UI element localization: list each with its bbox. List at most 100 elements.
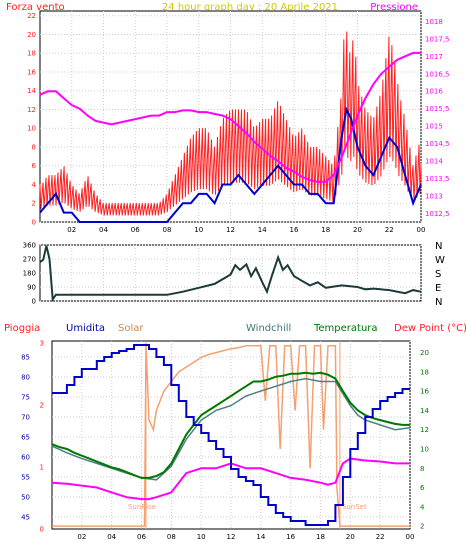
y-right-tick-label: 1016,5 — [425, 70, 450, 78]
x-tick-label: 18 — [321, 226, 330, 234]
pressure-axis-label: Pressione — [370, 2, 418, 13]
x-tick-label: 04 — [99, 226, 108, 234]
panel-wind-pressure: Forza vento 24 hour graph day : 20 April… — [6, 2, 450, 234]
marker-label-sunrise: SunRise — [128, 503, 156, 511]
y-left-tick-label: 360 — [23, 242, 36, 250]
y-humidity-tick-label: 45 — [21, 514, 30, 522]
series-1 — [39, 31, 422, 223]
y-right-tick-label: 14 — [420, 407, 429, 415]
y-humidity-tick-label: 80 — [21, 374, 30, 382]
y-humidity-tick-label: 85 — [21, 354, 30, 362]
x-tick-label: 00 — [406, 533, 415, 541]
x-tick-label: 20 — [346, 533, 355, 541]
series-line-pressione — [39, 51, 421, 183]
legend-umidita: Umidita — [66, 323, 105, 334]
y-rain-tick-label: 3 — [40, 340, 44, 348]
y-rain-tick-label: 2 — [40, 402, 44, 410]
x-tick-label: 08 — [163, 226, 172, 234]
y-right-tick-label: W — [435, 255, 445, 266]
y-left-tick-label: 18 — [27, 50, 36, 58]
y-left-tick-label: 270 — [23, 256, 36, 264]
y-left-tick-label: 4 — [32, 181, 37, 189]
x-tick-label: 08 — [167, 533, 176, 541]
x-tick-label: 22 — [385, 226, 394, 234]
y-right-tick-label: 1014 — [425, 157, 443, 165]
y-left-tick-label: 6 — [32, 162, 37, 170]
legend-windchill: Windchill — [246, 323, 291, 334]
x-tick-label: 22 — [376, 533, 385, 541]
x-tick-label: 04 — [107, 533, 116, 541]
series-3: SunRise SunSet — [51, 341, 411, 529]
x-tick-label: 12 — [226, 226, 235, 234]
legend-temperatura: Temperatura — [313, 323, 378, 334]
x-tick-label: 10 — [197, 533, 206, 541]
x-tick-label: 16 — [286, 533, 295, 541]
x-tick-label: 12 — [227, 533, 236, 541]
x-tick-label: 20 — [353, 226, 362, 234]
y-right-tick-label: 10 — [420, 445, 429, 453]
y-humidity-tick-label: 70 — [21, 414, 30, 422]
y-right-tick-label: 12 — [420, 426, 429, 434]
y-left-tick-label: 16 — [27, 68, 36, 76]
x-tick-label: 06 — [131, 226, 140, 234]
axes-1: 02 04 06 08 10 12 14 16 18 20 22 000246810121416182… — [27, 12, 449, 234]
legend-3: Pioggia Umidita Solar Windchill Temperatura D… — [4, 323, 466, 334]
y-right-tick-label: 1017,5 — [425, 35, 450, 43]
y-right-tick-label: 8 — [420, 465, 424, 473]
series-line-wind-direction — [39, 245, 422, 303]
y-right-tick-label: 1015,5 — [425, 105, 450, 113]
x-tick-label: 10 — [194, 226, 203, 234]
y-right-tick-label: 4 — [420, 503, 425, 511]
series-line-solar — [52, 345, 410, 527]
series-line-vento-medio — [39, 106, 422, 223]
y-right-tick-label: N — [435, 297, 442, 308]
y-rain-tick-label: 0 — [40, 526, 44, 534]
y-right-tick-label: 6 — [420, 484, 425, 492]
y-left-tick-label: 12 — [27, 106, 36, 114]
y-right-tick-label: 1013,5 — [425, 175, 450, 183]
legend-solar: Solar — [118, 323, 144, 334]
y-humidity-tick-label: 75 — [21, 394, 30, 402]
series-line-windchill — [51, 377, 411, 481]
x-tick-label: 14 — [256, 533, 265, 541]
x-tick-label: 06 — [137, 533, 146, 541]
x-tick-label: 18 — [316, 533, 325, 541]
y-humidity-tick-label: 50 — [21, 494, 30, 502]
x-tick-label: 02 — [77, 533, 86, 541]
series-2 — [39, 245, 422, 303]
y-right-tick-label: N — [435, 241, 442, 252]
series-line-dew-point-c — [51, 457, 410, 501]
x-tick-label: 02 — [67, 226, 76, 234]
wind-axis-label: Forza vento — [6, 2, 65, 13]
y-right-tick-label: 2 — [420, 523, 424, 531]
x-tick-label: 16 — [290, 226, 299, 234]
y-right-tick-label: 1015 — [425, 123, 443, 131]
y-right-tick-label: E — [435, 283, 441, 294]
y-humidity-tick-label: 60 — [21, 454, 30, 462]
y-left-tick-label: 2 — [32, 200, 36, 208]
y-left-tick-label: 0 — [32, 298, 36, 306]
y-right-tick-label: 1017 — [425, 53, 443, 61]
y-right-tick-label: 1014,5 — [425, 140, 450, 148]
y-left-tick-label: 90 — [27, 284, 36, 292]
y-rain-tick-label: 1 — [40, 464, 44, 472]
x-tick-label: 14 — [258, 226, 267, 234]
y-humidity-tick-label: 65 — [21, 434, 30, 442]
y-left-tick-label: 10 — [27, 125, 36, 133]
y-left-tick-label: 22 — [27, 12, 36, 20]
y-left-tick-label: 14 — [27, 87, 36, 95]
y-right-tick-label: S — [435, 269, 441, 280]
series-line-forza-vento — [39, 31, 422, 216]
x-tick-label: 00 — [417, 226, 426, 234]
series-line-temperatura — [51, 371, 410, 479]
y-right-tick-label: 1012,5 — [425, 210, 450, 218]
y-left-tick-label: 180 — [23, 270, 36, 278]
y-left-tick-label: 0 — [32, 219, 36, 227]
y-right-tick-label: 1013 — [425, 192, 443, 200]
marker-label-sunset: SunSet — [342, 503, 367, 511]
y-right-tick-label: 1016 — [425, 88, 443, 96]
y-right-tick-label: 18 — [420, 368, 429, 376]
series-line-umidita — [52, 344, 410, 526]
